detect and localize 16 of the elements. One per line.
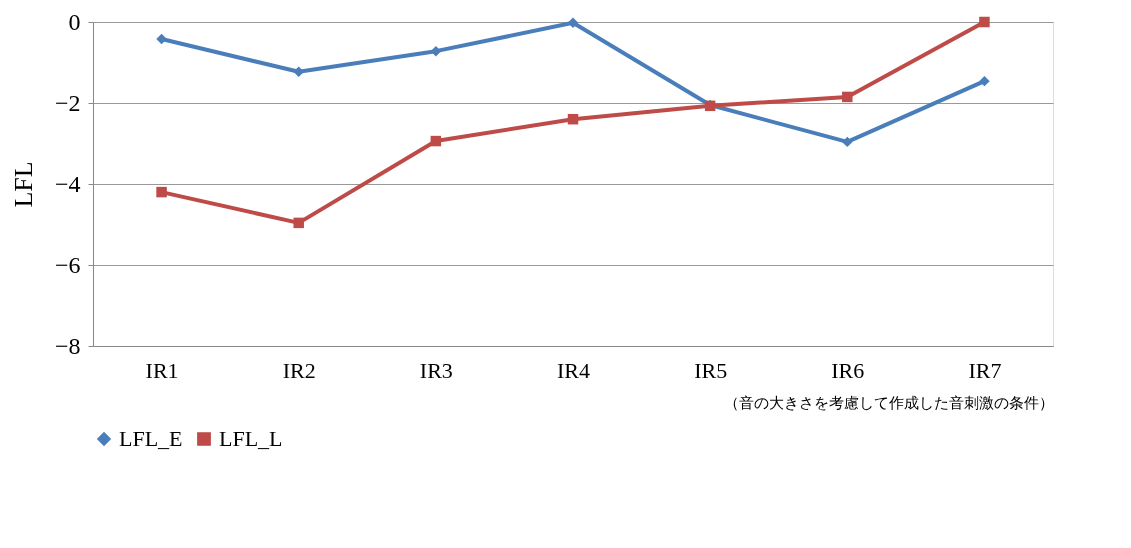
- x-tick-label: IR4: [557, 357, 590, 383]
- y-axis-title: LFL: [8, 161, 38, 208]
- x-tick-label: IR1: [145, 357, 179, 383]
- y-tick-label: −6: [54, 251, 81, 278]
- x-axis-title: （音の大きさを考慮して作成した音刺激の条件）: [723, 394, 1054, 411]
- y-tick-label: 0: [68, 8, 81, 35]
- x-tick-label: IR2: [282, 357, 316, 383]
- legend-label: LFL_E: [119, 426, 183, 451]
- y-tick-label: −8: [54, 332, 81, 359]
- x-tick-label: IR3: [419, 357, 453, 383]
- y-tick-label: −2: [54, 89, 81, 116]
- legend-label: LFL_L: [219, 426, 283, 451]
- y-tick-label: −4: [54, 170, 81, 197]
- x-tick-label: IR6: [831, 357, 865, 383]
- x-tick-label: IR7: [968, 357, 1002, 383]
- x-tick-label: IR5: [694, 357, 728, 383]
